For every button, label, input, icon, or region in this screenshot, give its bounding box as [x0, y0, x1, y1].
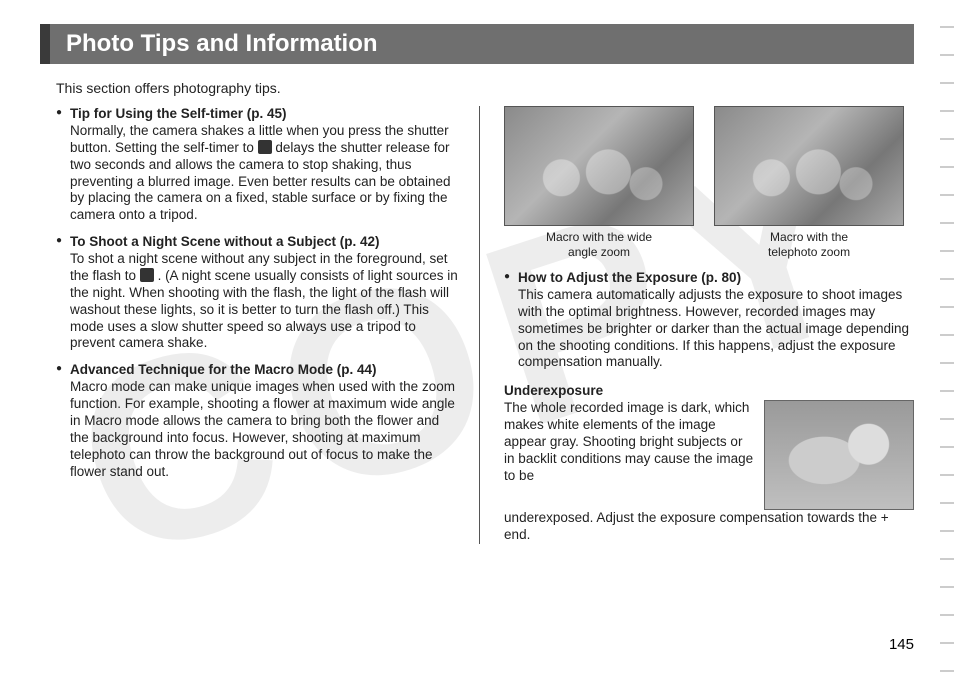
page-title: Photo Tips and Information: [40, 24, 914, 64]
macro-image-wide: Macro with the wide angle zoom: [504, 106, 694, 260]
tip-macro-mode: Advanced Technique for the Macro Mode (p…: [56, 362, 459, 480]
caption-line2: telephoto zoom: [768, 245, 850, 259]
tip-self-timer: Tip for Using the Self-timer (p. 45) Nor…: [56, 106, 459, 224]
flash-off-icon: [140, 268, 154, 282]
caption-line1: Macro with the: [770, 230, 848, 244]
timer-icon: [258, 140, 272, 154]
tip-title: Advanced Technique for the Macro Mode (p…: [70, 362, 377, 377]
page-container: Photo Tips and Information This section …: [0, 0, 954, 677]
tip-body: Macro mode can make unique images when u…: [70, 379, 455, 478]
caption-line1: Macro with the wide: [546, 230, 652, 244]
underexposure-section: Underexposure The whole recorded image i…: [504, 383, 914, 544]
macro-image-row: Macro with the wide angle zoom Macro wit…: [504, 106, 914, 260]
sample-photo: [504, 106, 694, 226]
intro-text: This section offers photography tips.: [40, 80, 914, 96]
sample-photo: [714, 106, 904, 226]
underexposure-photo: [764, 400, 914, 510]
underexposure-text-wrap: The whole recorded image is dark, which …: [504, 400, 754, 484]
left-column: Tip for Using the Self-timer (p. 45) Nor…: [56, 106, 480, 544]
tip-title: Tip for Using the Self-timer (p. 45): [70, 106, 287, 121]
tip-night-scene: To Shoot a Night Scene without a Subject…: [56, 234, 459, 352]
tip-title: To Shoot a Night Scene without a Subject…: [70, 234, 380, 249]
caption-line2: angle zoom: [568, 245, 630, 259]
page-number: 145: [889, 636, 914, 653]
columns: Tip for Using the Self-timer (p. 45) Nor…: [40, 106, 914, 544]
underexposure-heading: Underexposure: [504, 383, 914, 400]
underexposure-text-rest: underexposed. Adjust the exposure compen…: [504, 510, 914, 544]
right-column: Macro with the wide angle zoom Macro wit…: [480, 106, 914, 544]
tip-title: How to Adjust the Exposure (p. 80): [518, 270, 741, 285]
tip-exposure: How to Adjust the Exposure (p. 80) This …: [504, 270, 914, 371]
macro-image-tele: Macro with the telephoto zoom: [714, 106, 904, 260]
tip-body: This camera automatically adjusts the ex…: [518, 287, 909, 370]
